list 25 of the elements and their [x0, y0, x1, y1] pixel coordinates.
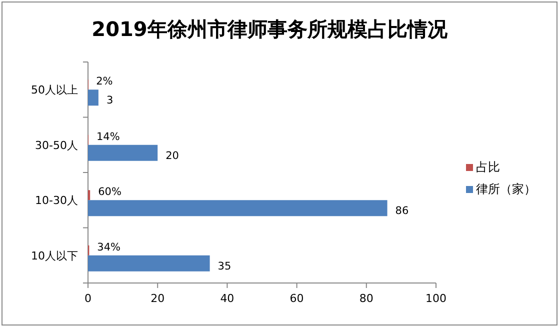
legend-label: 占比 — [476, 160, 500, 174]
y-tick-label: 10人以下 — [31, 249, 78, 262]
bar — [88, 90, 98, 106]
data-label: 14% — [96, 130, 120, 143]
y-tick-label: 30-50人 — [35, 138, 78, 152]
x-tick-label: 80 — [359, 292, 374, 305]
bar — [88, 144, 158, 161]
x-tick-label: 60 — [290, 292, 304, 305]
x-tick-label: 0 — [84, 292, 92, 305]
data-label: 60% — [98, 186, 122, 198]
data-label: 86 — [395, 205, 409, 218]
x-tick-label: 100 — [426, 292, 446, 305]
y-tick-label: 50人以上 — [31, 84, 78, 97]
x-tick-label: 40 — [220, 292, 234, 305]
data-label: 2% — [96, 76, 113, 88]
data-label: 3 — [106, 94, 114, 107]
chart-title: 2019年徐州市律师事务所规模占比情况 — [92, 17, 448, 41]
legend-label: 律所（家） — [476, 182, 536, 196]
data-label: 35 — [218, 260, 232, 272]
data-label: 34% — [97, 241, 121, 254]
bar — [88, 255, 210, 272]
x-tick-label: 20 — [150, 292, 165, 305]
data-label: 20 — [166, 150, 179, 162]
bar — [88, 200, 388, 216]
y-tick-label: 10-30人 — [35, 194, 78, 208]
